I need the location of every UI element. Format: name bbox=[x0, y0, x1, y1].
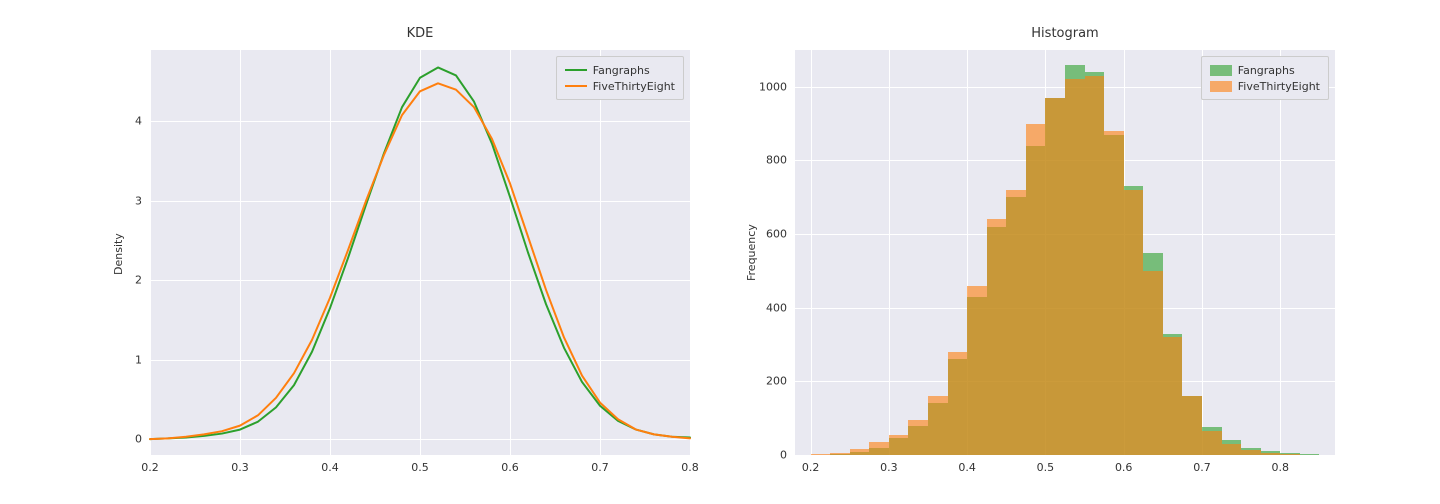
xtick-label: 0.5 bbox=[411, 461, 429, 474]
hist-bar-fivethirtyeight bbox=[1124, 190, 1144, 455]
hist-bar-fivethirtyeight bbox=[967, 286, 987, 455]
xtick-label: 0.6 bbox=[501, 461, 519, 474]
ytick-label: 200 bbox=[766, 375, 787, 388]
ytick-label: 1 bbox=[135, 353, 142, 366]
legend-patch-icon bbox=[1210, 81, 1232, 92]
xtick-label: 0.3 bbox=[231, 461, 249, 474]
legend-line-icon bbox=[565, 69, 587, 71]
ytick-label: 400 bbox=[766, 301, 787, 314]
hist-bar-fivethirtyeight bbox=[928, 396, 948, 455]
hist-bar-fivethirtyeight bbox=[869, 442, 889, 455]
hist-bar-fivethirtyeight bbox=[1006, 190, 1026, 455]
legend-item: FiveThirtyEight bbox=[1210, 78, 1320, 94]
xtick-label: 0.2 bbox=[141, 461, 159, 474]
legend-label: Fangraphs bbox=[593, 64, 650, 77]
kde-panel: KDE Density FangraphsFiveThirtyEight 0.2… bbox=[150, 50, 690, 455]
hist-bar-fivethirtyeight bbox=[1280, 454, 1300, 455]
histogram-ylabel: Frequency bbox=[745, 224, 758, 281]
xtick-label: 0.7 bbox=[591, 461, 609, 474]
kde-ylabel: Density bbox=[112, 233, 125, 275]
hist-bar-fivethirtyeight bbox=[830, 453, 850, 455]
hist-bar-fivethirtyeight bbox=[1026, 124, 1046, 455]
hist-bar-fangraphs bbox=[1300, 454, 1320, 455]
hist-bar-fivethirtyeight bbox=[850, 449, 870, 455]
ytick-label: 2 bbox=[135, 274, 142, 287]
kde-legend: Fangraphs FiveThirtyEight bbox=[556, 56, 684, 100]
ytick-label: 3 bbox=[135, 194, 142, 207]
grid-line bbox=[690, 50, 691, 455]
histogram-title: Histogram bbox=[795, 26, 1335, 41]
legend-line-icon bbox=[565, 85, 587, 87]
hist-bar-fivethirtyeight bbox=[1065, 79, 1085, 455]
hist-bar-fivethirtyeight bbox=[948, 352, 968, 455]
hist-bar-fivethirtyeight bbox=[1045, 98, 1065, 455]
ytick-label: 4 bbox=[135, 115, 142, 128]
figure: KDE Density Fangraphs FiveThirtyEight 0.2… bbox=[0, 0, 1440, 504]
hist-bar-fivethirtyeight bbox=[1143, 271, 1163, 455]
histogram-legend: Fangraphs FiveThirtyEight bbox=[1201, 56, 1329, 100]
hist-bar-fivethirtyeight bbox=[1085, 76, 1105, 455]
ytick-label: 800 bbox=[766, 154, 787, 167]
xtick-label: 0.8 bbox=[1271, 461, 1289, 474]
ytick-label: 0 bbox=[135, 433, 142, 446]
xtick-label: 0.3 bbox=[880, 461, 898, 474]
xtick-label: 0.4 bbox=[321, 461, 339, 474]
kde-series-fangraphs bbox=[150, 67, 690, 439]
hist-bar-fivethirtyeight bbox=[987, 219, 1007, 455]
legend-item: Fangraphs bbox=[1210, 62, 1320, 78]
hist-bar-fivethirtyeight bbox=[1222, 444, 1242, 455]
histogram-panel: Histogram Frequency FangraphsFiveThirtyE… bbox=[795, 50, 1335, 455]
legend-item: FiveThirtyEight bbox=[565, 78, 675, 94]
legend-label: FiveThirtyEight bbox=[1238, 80, 1320, 93]
hist-bar-fivethirtyeight bbox=[908, 420, 928, 455]
kde-series-fivethirtyeight bbox=[150, 83, 690, 439]
hist-bar-fivethirtyeight bbox=[811, 454, 831, 455]
legend-label: FiveThirtyEight bbox=[593, 80, 675, 93]
ytick-label: 1000 bbox=[759, 80, 787, 93]
xtick-label: 0.2 bbox=[802, 461, 820, 474]
legend-item: Fangraphs bbox=[565, 62, 675, 78]
xtick-label: 0.6 bbox=[1115, 461, 1133, 474]
legend-patch-icon bbox=[1210, 65, 1232, 76]
hist-bar-fivethirtyeight bbox=[1241, 450, 1261, 455]
xtick-label: 0.5 bbox=[1037, 461, 1055, 474]
ytick-label: 0 bbox=[780, 449, 787, 462]
hist-bar-fivethirtyeight bbox=[1104, 131, 1124, 455]
ytick-label: 600 bbox=[766, 228, 787, 241]
hist-bar-fivethirtyeight bbox=[1163, 337, 1183, 455]
kde-title: KDE bbox=[150, 26, 690, 41]
hist-bar-fivethirtyeight bbox=[889, 435, 909, 455]
kde-svg bbox=[150, 50, 690, 455]
xtick-label: 0.7 bbox=[1193, 461, 1211, 474]
hist-bar-fivethirtyeight bbox=[1182, 396, 1202, 455]
hist-bar-fivethirtyeight bbox=[1202, 431, 1222, 455]
legend-label: Fangraphs bbox=[1238, 64, 1295, 77]
hist-bar-fivethirtyeight bbox=[1261, 453, 1281, 455]
xtick-label: 0.4 bbox=[958, 461, 976, 474]
xtick-label: 0.8 bbox=[681, 461, 699, 474]
histogram-bars bbox=[795, 50, 1335, 455]
grid-line bbox=[795, 455, 1335, 456]
